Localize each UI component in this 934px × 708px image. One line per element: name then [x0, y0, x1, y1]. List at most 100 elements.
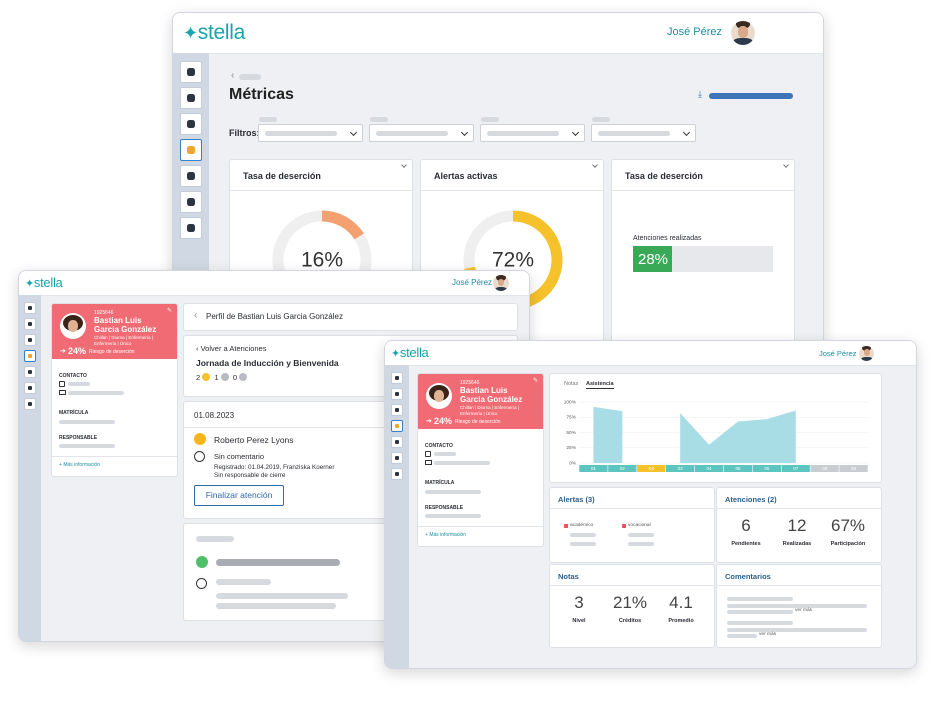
mail-icon — [59, 390, 66, 395]
nav-icon — [395, 423, 399, 429]
stat-value: 6 — [741, 516, 751, 535]
count-icon — [220, 373, 229, 381]
nav-item[interactable] — [391, 468, 403, 480]
back-arrow[interactable]: ‹ — [194, 310, 198, 321]
more-info[interactable]: + Más información — [425, 532, 466, 538]
nav-item[interactable] — [24, 318, 36, 330]
nav-item-active[interactable] — [391, 420, 403, 432]
attentions-card: Atenciones (2) 6 Pendientes 12 Realizadas 67… — [716, 487, 882, 563]
user-name[interactable]: José Pérez — [667, 26, 723, 38]
stat-label: Pendientes — [731, 541, 761, 547]
logo: ✦stella — [391, 345, 429, 360]
sidebar — [19, 295, 41, 641]
nav-item[interactable] — [391, 372, 403, 384]
x-tick-label: 02 — [620, 466, 626, 471]
section-label: CONTACTO — [59, 373, 87, 379]
filter-dropdown[interactable] — [369, 124, 474, 142]
card-title: Alertas activas — [434, 171, 498, 181]
student-details: Chillan | Diurna | Enfermería | Enfermer… — [460, 405, 520, 416]
header: ✦stella José Pérez — [173, 13, 823, 54]
x-tick-label: 08 — [822, 466, 828, 471]
nav-item[interactable] — [180, 217, 202, 239]
nav-item[interactable] — [24, 398, 36, 410]
see-more[interactable]: ver más — [759, 632, 777, 637]
back-link[interactable]: ‹ Volver a Atenciones — [196, 344, 267, 353]
category-cell — [810, 465, 839, 472]
category-cell — [579, 465, 608, 472]
filter-dropdown[interactable] — [480, 124, 585, 142]
filter-dropdown[interactable] — [258, 124, 363, 142]
risk-label: Riesgo de deserción — [89, 349, 135, 355]
more-info[interactable]: + Más información — [59, 462, 100, 468]
edit-icon[interactable]: ✎ — [532, 378, 538, 384]
comment: Sin comentario — [214, 452, 265, 461]
finish-button[interactable]: Finalizar atención — [194, 485, 284, 506]
y-tick-label: 0% — [569, 460, 577, 466]
nav-item[interactable] — [180, 113, 202, 135]
divider — [550, 585, 714, 586]
header: ✦stella José Pérez — [19, 271, 529, 296]
nav-item[interactable] — [24, 334, 36, 346]
more-info-text[interactable]: Más información — [429, 532, 466, 538]
y-tick-label: 25% — [566, 445, 576, 451]
placeholder — [487, 131, 559, 136]
nav-item[interactable] — [180, 61, 202, 83]
category-cell — [694, 465, 724, 472]
avatar-face — [863, 349, 870, 357]
avatar-face — [497, 278, 505, 287]
placeholder — [434, 452, 456, 456]
nav-icon — [187, 197, 195, 207]
section-label: CONTACTO — [425, 443, 453, 449]
nav-item[interactable] — [24, 366, 36, 378]
student-name: Bastian Luis Garcia González — [460, 386, 523, 404]
avatar[interactable] — [731, 21, 755, 45]
count: 0 — [232, 373, 238, 382]
nav-item[interactable] — [391, 404, 403, 416]
counts: 2 1 0 — [196, 373, 248, 382]
nav-icon — [187, 145, 195, 155]
download-link[interactable] — [709, 93, 793, 99]
divider — [717, 508, 881, 509]
see-more[interactable]: ver más — [795, 608, 813, 613]
profile-card: ✎ 1925646 Bastian Luis Garcia González Chil… — [417, 373, 544, 547]
category-cell — [608, 465, 637, 472]
more-info-text[interactable]: Más información — [63, 462, 100, 468]
avatar[interactable] — [859, 346, 874, 361]
chevron[interactable] — [783, 162, 789, 168]
nav-item-active[interactable] — [24, 350, 36, 362]
nav-item[interactable] — [24, 302, 36, 314]
back-arrow[interactable]: ‹ — [231, 70, 235, 81]
nav-item[interactable] — [180, 191, 202, 213]
divider — [421, 190, 603, 191]
placeholder — [727, 604, 867, 608]
user-name[interactable]: José Pérez — [452, 278, 493, 287]
edit-icon[interactable]: ✎ — [166, 308, 172, 314]
placeholder — [259, 117, 277, 122]
tab[interactable]: Notas — [564, 381, 579, 387]
nav-item[interactable] — [391, 388, 403, 400]
avatar — [426, 383, 452, 409]
nav-item[interactable] — [180, 87, 202, 109]
nav-item[interactable] — [391, 452, 403, 464]
user-name[interactable]: José Pérez — [819, 349, 857, 358]
x-tick-label: 05 — [735, 466, 741, 471]
count: 1 — [214, 373, 219, 382]
area — [593, 406, 623, 463]
avatar[interactable] — [493, 275, 509, 291]
alert-type: académico — [570, 523, 594, 528]
donut-label: 72% — [492, 249, 534, 272]
nav-item[interactable] — [24, 382, 36, 394]
alert-dot — [564, 524, 568, 528]
nav-item-active[interactable] — [180, 139, 202, 161]
tab-active[interactable]: Asistencia — [586, 381, 614, 389]
filter-dropdown[interactable] — [591, 124, 696, 142]
breadcrumb-text: Perfil de Bastian Luis Garcia González — [206, 312, 343, 321]
nav-item[interactable] — [180, 165, 202, 187]
download-icon[interactable]: ⤓ — [698, 89, 702, 99]
section-label: MATRÍCULA — [425, 480, 455, 486]
phone-icon — [425, 451, 431, 457]
donut-label: 16% — [301, 249, 343, 272]
card-title: Notas — [558, 572, 579, 581]
nav-item[interactable] — [391, 436, 403, 448]
divider — [52, 456, 177, 457]
